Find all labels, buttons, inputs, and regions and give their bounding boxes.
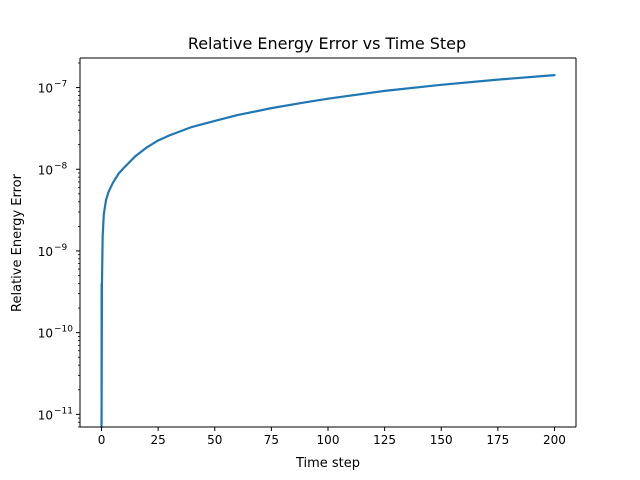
data-point bbox=[236, 114, 239, 117]
x-tick-label: 125 bbox=[373, 433, 396, 447]
data-point bbox=[134, 155, 137, 157]
data-point bbox=[107, 191, 110, 194]
plot-area bbox=[79, 57, 577, 429]
y-tick-exponent: −8 bbox=[54, 161, 68, 171]
x-axis-label: Time step bbox=[295, 456, 360, 471]
x-tick-label: 100 bbox=[317, 433, 340, 447]
data-point bbox=[123, 166, 126, 169]
data-point bbox=[383, 89, 386, 92]
y-tick-label: 10 bbox=[38, 82, 53, 96]
y-tick-label: 10 bbox=[38, 163, 53, 177]
x-tick-label: 25 bbox=[150, 433, 165, 447]
y-tick-label: 10 bbox=[38, 408, 53, 422]
x-tick-label: 50 bbox=[207, 433, 222, 447]
x-tick-label: 150 bbox=[430, 433, 453, 447]
data-point bbox=[304, 101, 307, 104]
data-point bbox=[117, 172, 120, 175]
x-tick-label: 0 bbox=[98, 433, 106, 447]
data-point bbox=[105, 199, 107, 201]
y-tick-exponent: −7 bbox=[54, 80, 67, 90]
data-point bbox=[440, 83, 443, 86]
data-point bbox=[168, 134, 171, 137]
y-tick-label: 10 bbox=[38, 327, 53, 341]
data-point bbox=[270, 107, 273, 110]
plot-background bbox=[80, 58, 576, 427]
data-point bbox=[101, 282, 103, 285]
series-layer bbox=[100, 74, 556, 429]
y-tick-exponent: −10 bbox=[54, 325, 73, 335]
data-point bbox=[191, 125, 194, 128]
y-axis-label: Relative Energy Error bbox=[10, 173, 25, 312]
x-tick-label: 75 bbox=[264, 433, 279, 447]
data-point bbox=[101, 235, 104, 238]
y-tick-exponent: −11 bbox=[54, 406, 73, 416]
data-point bbox=[496, 78, 499, 81]
data-point bbox=[145, 146, 148, 149]
data-point bbox=[111, 182, 114, 184]
x-axis-ticks: 0 25 50 75 100 125 150 175 200 bbox=[98, 427, 566, 447]
x-tick-label: 200 bbox=[543, 433, 566, 447]
data-point bbox=[157, 139, 160, 142]
y-tick-exponent: −9 bbox=[54, 243, 68, 253]
x-tick-label: 175 bbox=[486, 433, 509, 447]
data-point bbox=[213, 120, 216, 122]
data-point bbox=[553, 74, 556, 77]
y-tick-label: 10 bbox=[38, 245, 53, 259]
data-point bbox=[102, 213, 105, 216]
chart-title: Relative Energy Error vs Time Step bbox=[188, 34, 466, 53]
data-point bbox=[327, 97, 329, 100]
